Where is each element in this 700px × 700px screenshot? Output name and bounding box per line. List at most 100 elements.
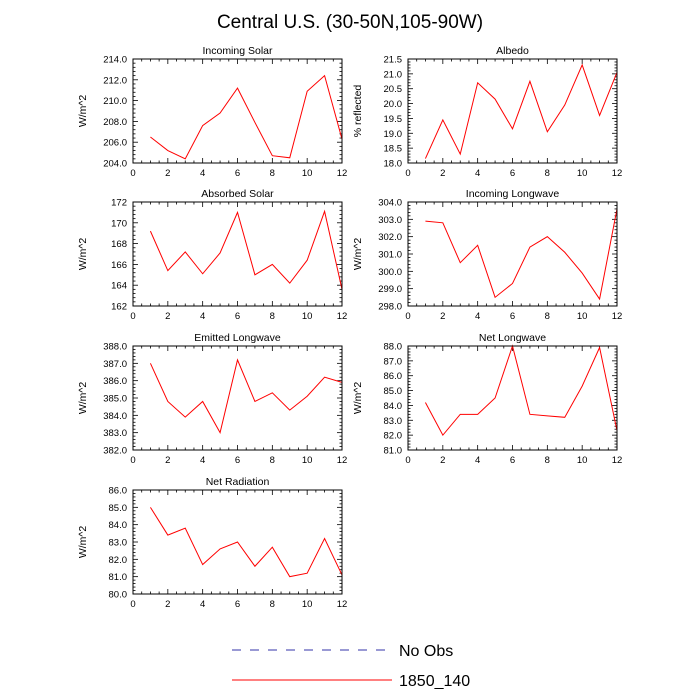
panel-net-longwave: Net Longwave W/m^2 0 2 4 6 8 10 12 81.0 82.0 83.0 84… — [352, 332, 622, 466]
y-tick-label: 388.0 — [103, 342, 127, 353]
x-tick-label: 8 — [545, 168, 550, 179]
y-tick-label: 210.0 — [103, 96, 127, 107]
x-tick-label: 8 — [270, 455, 275, 466]
y-tick-label: 88.0 — [384, 342, 403, 353]
y-tick-label: 304.0 — [378, 198, 402, 209]
panel-title: Absorbed Solar — [201, 188, 274, 200]
plot-frame — [132, 345, 343, 451]
x-tick-label: 6 — [510, 455, 515, 466]
x-tick-label: 4 — [475, 311, 480, 322]
x-tick-label: 6 — [235, 311, 240, 322]
y-tick-label: 386.0 — [103, 376, 127, 387]
panel-absorbed-solar: Absorbed Solar W/m^2 0 2 4 6 8 10 12 162 164 166 168… — [77, 188, 347, 322]
x-tick-label: 4 — [200, 168, 205, 179]
panel-emitted-longwave: Emitted Longwave W/m^2 0 2 4 6 8 10 12 382.0 383.0… — [77, 332, 347, 466]
x-tick-label: 10 — [577, 455, 588, 466]
y-axis-label: % reflected — [352, 85, 364, 138]
x-tick-label: 0 — [130, 168, 135, 179]
plot-frame — [407, 58, 618, 164]
plot-frame — [132, 201, 343, 307]
y-axis-label: W/m^2 — [77, 95, 89, 128]
y-tick-label: 212.0 — [103, 75, 127, 86]
y-tick-label: 208.0 — [103, 117, 127, 128]
x-tick-label: 12 — [337, 599, 348, 610]
series-line-1850-140 — [149, 507, 343, 578]
y-axis-label: W/m^2 — [352, 238, 364, 271]
y-tick-label: 86.0 — [384, 371, 403, 382]
y-tick-label: 383.0 — [103, 428, 127, 439]
x-tick-label: 0 — [130, 599, 135, 610]
y-tick-label: 82.0 — [384, 431, 403, 442]
x-tick-label: 12 — [612, 455, 623, 466]
x-tick-label: 8 — [270, 168, 275, 179]
y-tick-label: 300.0 — [378, 267, 402, 278]
series-line-1850-140 — [150, 74, 343, 160]
y-tick-label: 382.0 — [103, 446, 127, 457]
x-tick-label: 6 — [235, 168, 240, 179]
x-tick-label: 2 — [165, 455, 170, 466]
y-tick-label: 82.0 — [109, 555, 128, 566]
x-tick-label: 12 — [612, 311, 623, 322]
y-tick-label: 303.0 — [378, 215, 402, 226]
y-tick-label: 81.0 — [384, 446, 403, 457]
panel-albedo: Albedo % reflected 0 2 4 6 8 10 12 18.0 18.5 19.0 19… — [352, 45, 622, 179]
x-tick-label: 0 — [405, 455, 410, 466]
x-tick-label: 8 — [270, 599, 275, 610]
y-tick-label: 164 — [111, 281, 127, 292]
x-tick-label: 0 — [130, 311, 135, 322]
x-tick-label: 4 — [200, 455, 205, 466]
y-tick-label: 302.0 — [378, 232, 402, 243]
series-line-1850-140 — [424, 63, 618, 159]
x-tick-label: 4 — [475, 168, 480, 179]
series-line-1850-140 — [149, 209, 343, 290]
panel-incoming-longwave: Incoming Longwave W/m^2 0 2 4 6 8 10 12 298.0 299.… — [352, 188, 622, 322]
y-tick-label: 20.0 — [384, 99, 403, 110]
x-tick-label: 8 — [545, 311, 550, 322]
plot-frame — [132, 489, 343, 595]
x-tick-label: 12 — [612, 168, 623, 179]
x-tick-label: 6 — [510, 311, 515, 322]
x-tick-label: 2 — [440, 455, 445, 466]
y-tick-label: 214.0 — [103, 55, 127, 66]
y-tick-label: 86.0 — [109, 486, 128, 497]
y-tick-label: 170 — [111, 218, 127, 229]
panel-title: Incoming Longwave — [466, 188, 560, 200]
x-tick-label: 10 — [577, 168, 588, 179]
x-tick-label: 2 — [165, 311, 170, 322]
plot-frame — [407, 345, 618, 451]
x-tick-label: 12 — [337, 455, 348, 466]
plot-frame — [132, 58, 343, 164]
x-tick-label: 6 — [235, 599, 240, 610]
y-tick-label: 83.0 — [384, 416, 403, 427]
panel-incoming-solar: Incoming Solar W/m^2 0 2 4 6 8 10 12 204.0 206.0 20… — [77, 45, 347, 179]
y-tick-label: 301.0 — [378, 250, 402, 261]
y-axis-label: W/m^2 — [77, 382, 89, 415]
y-tick-label: 206.0 — [103, 138, 127, 149]
x-tick-label: 8 — [545, 455, 550, 466]
y-tick-label: 21.5 — [384, 55, 403, 66]
x-tick-label: 4 — [475, 455, 480, 466]
y-tick-label: 81.0 — [109, 572, 128, 583]
y-tick-label: 299.0 — [378, 284, 402, 295]
x-tick-label: 8 — [270, 311, 275, 322]
y-tick-label: 21.0 — [384, 69, 403, 80]
y-tick-label: 166 — [111, 260, 127, 271]
figure-title: Central U.S. (30-50N,105-90W) — [217, 12, 483, 33]
y-axis-label: W/m^2 — [352, 382, 364, 415]
y-axis-label: W/m^2 — [77, 238, 89, 271]
series-line-1850-140 — [424, 344, 618, 437]
y-tick-label: 19.0 — [384, 129, 403, 140]
x-tick-label: 2 — [165, 168, 170, 179]
x-tick-label: 10 — [577, 311, 588, 322]
panel-title: Incoming Solar — [202, 45, 273, 57]
legend-1850-140-label: 1850_140 — [399, 673, 470, 690]
y-tick-label: 204.0 — [103, 159, 127, 170]
y-tick-label: 20.5 — [384, 84, 403, 95]
panel-title: Albedo — [496, 45, 529, 57]
x-tick-label: 10 — [302, 599, 313, 610]
legend-no-obs-label: No Obs — [399, 643, 453, 660]
y-tick-label: 87.0 — [384, 356, 403, 367]
series-line-1850-140 — [149, 358, 343, 435]
panel-title: Emitted Longwave — [194, 332, 281, 344]
